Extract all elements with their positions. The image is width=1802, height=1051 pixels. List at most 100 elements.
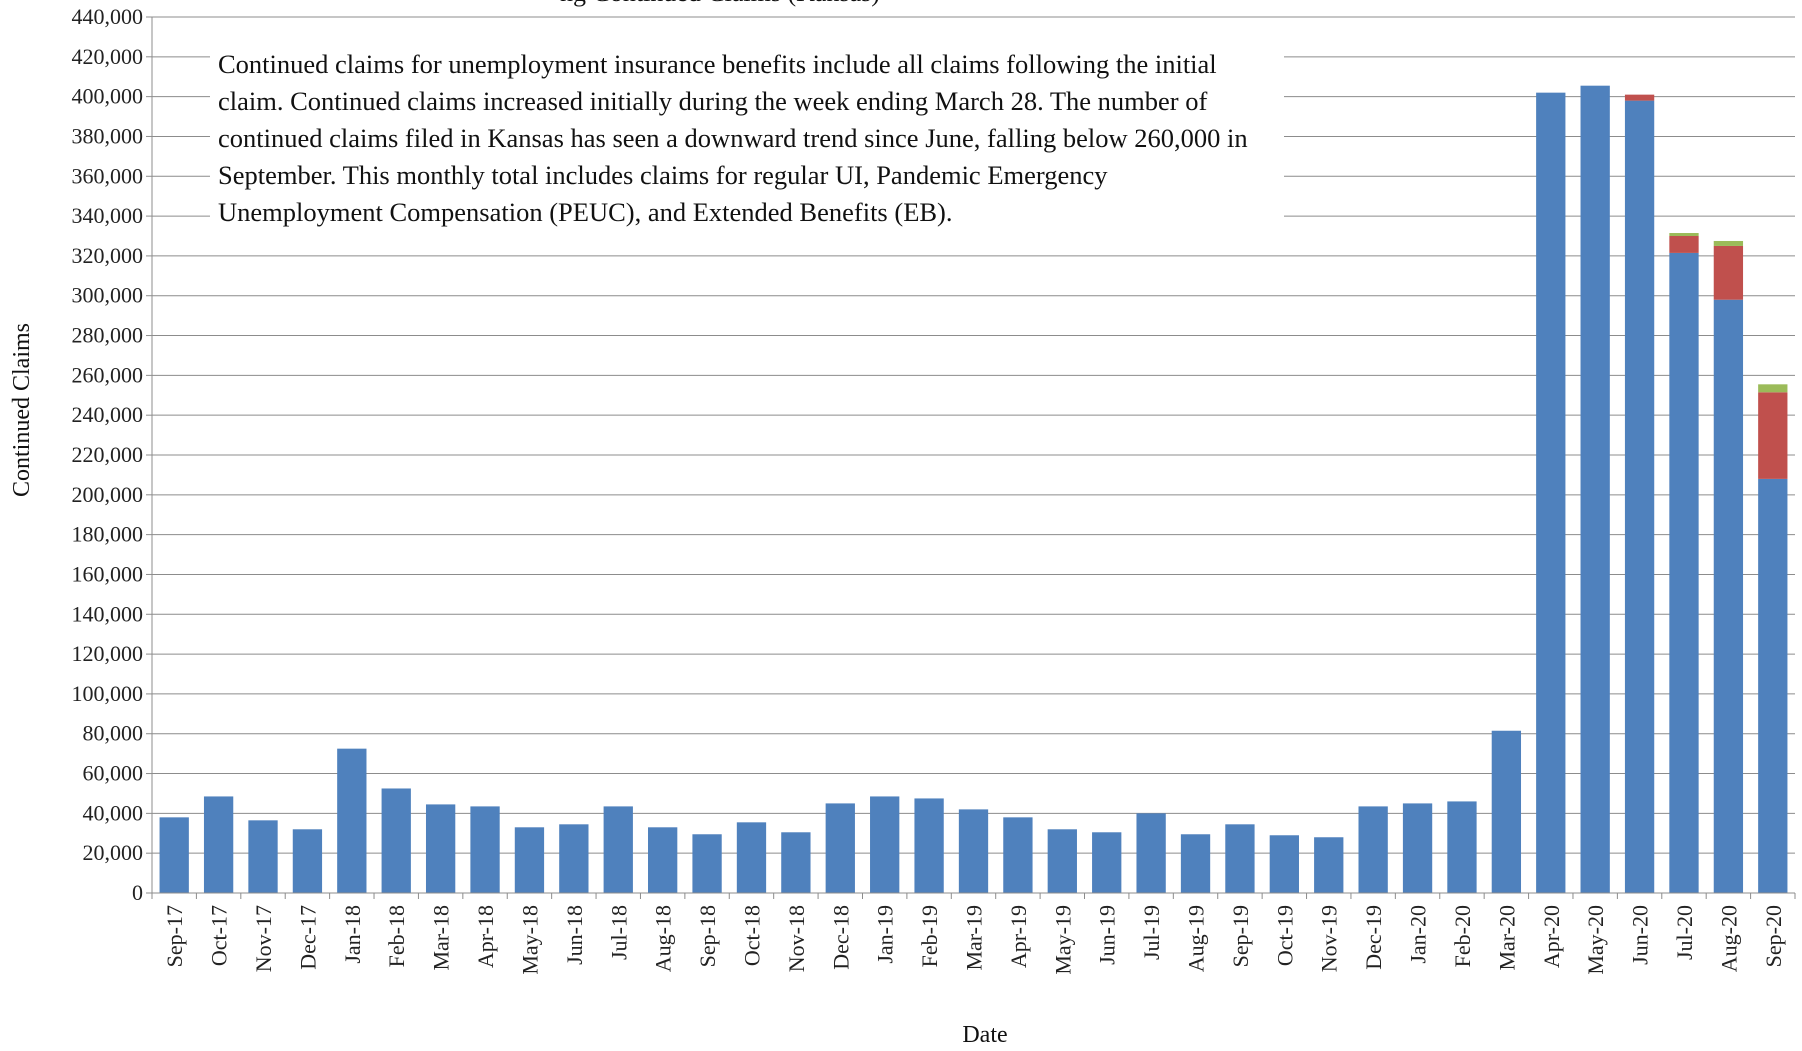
bar-series-1 (958, 809, 989, 893)
x-tick-label: Jan-18 (340, 905, 365, 964)
x-tick-label: Feb-19 (917, 905, 942, 967)
bar-series-1 (159, 817, 189, 893)
y-tick-label: 300,000 (72, 283, 144, 308)
x-tick-label: Sep-17 (162, 905, 187, 967)
x-tick-label: Jan-20 (1406, 905, 1431, 964)
bar-series-1 (337, 748, 367, 893)
bar-series-1 (603, 806, 633, 893)
x-tick-label: Dec-18 (828, 905, 853, 970)
x-tick-label: Jul-18 (606, 905, 631, 960)
bar-series-3 (1713, 240, 1744, 246)
y-tick-label: 280,000 (72, 323, 144, 348)
y-tick-label: 40,000 (83, 800, 144, 825)
bar-series-1 (781, 832, 811, 893)
y-tick-label: 200,000 (72, 482, 144, 507)
x-tick-label: Nov-18 (784, 905, 809, 972)
x-tick-label: Dec-17 (295, 905, 320, 970)
y-tick-label: 420,000 (72, 44, 144, 69)
x-tick-label: Oct-17 (207, 905, 232, 966)
bar-series-1 (692, 834, 722, 893)
bar-series-1 (1180, 834, 1211, 893)
chart-annotation: Continued claims for unemployment insura… (210, 44, 1284, 237)
bars (159, 85, 1788, 894)
x-axis-ticks: Sep-17 Oct-17 Nov-17 Dec-17 Jan-18 Feb-18 Mar-… (151, 893, 1796, 975)
x-tick-label: Jan-19 (873, 905, 898, 964)
y-tick-label: 360,000 (72, 163, 144, 188)
x-tick-label: Feb-18 (384, 905, 409, 967)
y-tick-label: 340,000 (72, 203, 144, 228)
bar-series-1 (1758, 478, 1788, 893)
x-tick-label: Sep-20 (1761, 905, 1786, 967)
x-tick-label: Apr-18 (473, 905, 498, 968)
bar-series-2 (1624, 94, 1655, 101)
x-tick-label: Aug-20 (1716, 905, 1741, 972)
x-tick-label: Sep-18 (695, 905, 720, 967)
x-tick-label: Feb-20 (1450, 905, 1475, 967)
x-tick-label: Jun-20 (1628, 905, 1653, 965)
bar-series-1 (1580, 85, 1610, 894)
bar-series-1 (559, 824, 589, 893)
y-tick-label: 60,000 (83, 761, 144, 786)
bar-series-1 (514, 827, 545, 893)
x-tick-label: May-20 (1583, 905, 1608, 975)
y-tick-label: 220,000 (72, 442, 144, 467)
y-tick-label: 180,000 (72, 522, 144, 547)
y-tick-label: 320,000 (72, 243, 144, 268)
x-tick-label: Nov-19 (1317, 905, 1342, 972)
bar-series-1 (825, 803, 855, 893)
x-tick-label: Mar-18 (429, 905, 454, 971)
x-tick-label: Aug-18 (651, 905, 676, 972)
bar-series-1 (1314, 837, 1344, 893)
y-tick-label: 0 (132, 880, 143, 905)
bar-series-1 (1358, 806, 1388, 893)
bar-series-1 (1491, 730, 1522, 893)
bar-series-1 (1624, 100, 1655, 894)
x-tick-label: Oct-18 (739, 905, 764, 966)
y-axis-ticks: 0 20,000 40,000 60,000 80,000 100,000 120,000 1… (72, 4, 152, 905)
x-tick-label: Apr-19 (1006, 905, 1031, 968)
x-tick-label: Apr-20 (1539, 905, 1564, 968)
bar-series-3 (1669, 233, 1699, 236)
bar-series-1 (1447, 801, 1477, 893)
bar-series-1 (736, 822, 767, 893)
y-axis-title: Continued Claims (9, 323, 35, 497)
x-tick-label: Dec-19 (1361, 905, 1386, 970)
bar-series-1 (425, 804, 456, 893)
bar-series-1 (248, 820, 278, 893)
y-tick-label: 20,000 (83, 840, 144, 865)
chart-title-fragment: ng Continued Claims (Kansas) (560, 0, 880, 8)
bar-series-1 (470, 806, 500, 893)
bar-series-3 (1758, 384, 1788, 393)
x-tick-label: Jun-18 (562, 905, 587, 965)
bar-series-1 (1225, 824, 1255, 893)
bar-series-2 (1669, 236, 1699, 253)
x-tick-label: May-19 (1050, 905, 1075, 975)
bar-series-1 (1269, 835, 1299, 893)
y-tick-label: 120,000 (72, 641, 144, 666)
bar-series-1 (1713, 299, 1744, 893)
bar-series-1 (1536, 92, 1566, 894)
y-tick-label: 80,000 (83, 721, 144, 746)
x-tick-label: Jul-19 (1139, 905, 1164, 960)
x-tick-label: Jun-19 (1095, 905, 1120, 965)
bar-series-2 (1758, 392, 1788, 479)
bar-series-1 (381, 788, 411, 893)
bar-series-1 (914, 798, 944, 893)
bar-series-2 (1713, 245, 1744, 300)
bar-series-1 (870, 796, 900, 893)
bar-series-1 (203, 796, 234, 893)
axes (151, 17, 1795, 894)
x-tick-label: Aug-19 (1184, 905, 1209, 972)
bar-series-1 (1003, 817, 1033, 893)
y-tick-label: 440,000 (72, 4, 144, 29)
bar-series-1 (1669, 252, 1699, 893)
x-tick-label: Mar-19 (962, 905, 987, 971)
bar-series-1 (1092, 832, 1122, 893)
bar-series-1 (1402, 803, 1433, 893)
y-tick-label: 260,000 (72, 362, 144, 387)
bar-series-1 (648, 827, 678, 893)
y-tick-label: 240,000 (72, 402, 144, 427)
bar-series-1 (1136, 813, 1166, 893)
x-tick-label: Mar-20 (1494, 905, 1519, 971)
